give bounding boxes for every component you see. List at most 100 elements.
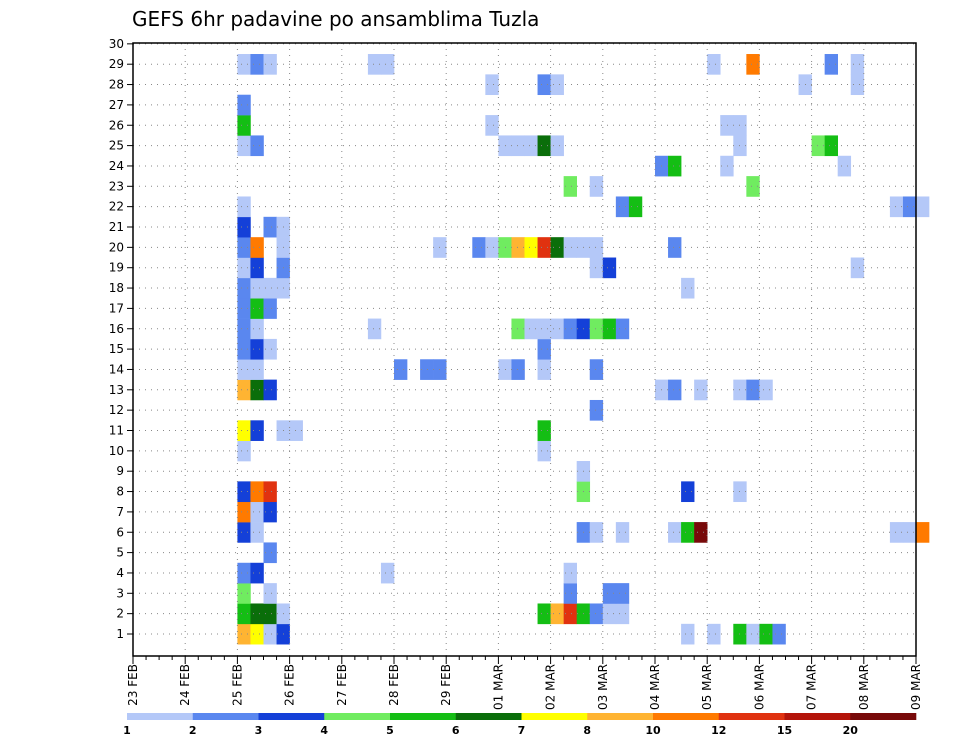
x-tick-label: 06 MAR — [752, 664, 766, 710]
heatmap-cell — [602, 318, 617, 340]
heatmap-cell — [524, 237, 538, 258]
y-tick-label: 23 — [109, 179, 124, 193]
grid-lines — [133, 43, 916, 656]
heatmap-cell — [902, 522, 917, 543]
heatmap-cell — [250, 298, 264, 319]
heatmap-cell — [237, 338, 251, 360]
chart-title: GEFS 6hr padavine po ansamblima Tuzla — [132, 7, 539, 31]
colorbar-segment — [127, 713, 194, 720]
heatmap-cell — [615, 196, 630, 218]
heatmap-cell — [668, 522, 682, 543]
colorbar-segment — [850, 713, 917, 720]
heatmap-cell — [707, 54, 721, 75]
y-tick-label: 6 — [116, 525, 124, 539]
heatmap-cell — [250, 237, 264, 258]
x-tick-label: 07 MAR — [805, 664, 819, 710]
colorbar-label: 2 — [189, 724, 197, 737]
heatmap-cell — [237, 94, 251, 116]
heatmap-cell — [250, 481, 264, 503]
heatmap-cell — [537, 74, 551, 96]
heatmap-cell — [250, 277, 264, 299]
y-tick-label: 21 — [109, 220, 124, 234]
heatmap-cell — [511, 237, 525, 258]
heatmap-cell — [263, 603, 277, 625]
heatmap-cell — [694, 522, 708, 543]
heatmap-cell — [263, 298, 277, 319]
y-tick-label: 15 — [109, 342, 124, 356]
heatmap-cell — [250, 623, 264, 645]
y-tick-label: 10 — [109, 444, 124, 458]
y-tick-label: 8 — [116, 485, 124, 499]
x-tick-label: 28 FEB — [387, 664, 401, 706]
heatmap-cell — [889, 196, 904, 218]
heatmap-cell — [563, 562, 577, 584]
heatmap-cell — [394, 359, 408, 380]
heatmap-cell — [263, 583, 277, 604]
heatmap-cell — [263, 379, 277, 401]
heatmap-cell — [263, 338, 277, 360]
y-tick-label: 20 — [109, 240, 124, 254]
heatmap-cell — [250, 603, 264, 625]
x-tick-label: 26 FEB — [283, 664, 297, 706]
colorbar-label: 10 — [645, 724, 661, 737]
heatmap-cell — [628, 196, 643, 218]
heatmap-cell — [563, 318, 577, 340]
heatmap-cell — [237, 420, 251, 441]
heatmap-cell — [824, 54, 838, 75]
heatmap-cell — [485, 237, 499, 258]
heatmap-cell — [720, 155, 734, 177]
y-tick-label: 3 — [116, 586, 124, 600]
colorbar-segment — [324, 713, 391, 720]
heatmap-cell — [589, 176, 604, 197]
heatmap-cell — [263, 623, 277, 645]
heatmap-cell — [537, 338, 551, 360]
heatmap-cell — [694, 379, 708, 401]
heatmap-cell — [550, 74, 564, 96]
heatmap-cell — [589, 318, 604, 340]
heatmap-cell — [681, 623, 695, 645]
colorbar-segment — [653, 713, 720, 720]
heatmap-cells — [237, 54, 930, 645]
colorbar-legend: 1 2 3 4 5 6 7 8 10 12 15 20 — [123, 713, 917, 737]
heatmap-cell — [237, 359, 251, 380]
heatmap-cell — [537, 420, 551, 441]
heatmap-cell — [250, 318, 264, 340]
heatmap-cell — [850, 54, 865, 75]
heatmap-cell — [537, 359, 551, 380]
heatmap-cell — [250, 420, 264, 441]
heatmap-cell — [550, 318, 564, 340]
heatmap-cell — [289, 420, 303, 441]
colorbar-label: 15 — [777, 724, 792, 737]
heatmap-cell — [759, 379, 773, 401]
heatmap-cell — [380, 54, 395, 75]
y-tick-label: 11 — [109, 424, 124, 438]
heatmap-cell — [563, 603, 577, 625]
x-tick-label: 08 MAR — [857, 664, 871, 710]
heatmap-cell — [237, 501, 251, 523]
heatmap-cell — [889, 522, 904, 543]
heatmap-cell — [746, 176, 760, 197]
heatmap-cell — [615, 522, 630, 543]
heatmap-cell — [237, 318, 251, 340]
heatmap-cell — [263, 501, 277, 523]
heatmap-cell — [250, 562, 264, 584]
heatmap-cell — [615, 318, 630, 340]
colorbar-segment — [455, 713, 522, 720]
y-tick-label: 14 — [109, 362, 124, 376]
y-tick-label: 17 — [109, 301, 124, 315]
x-axis: 23 FEB 24 FEB 25 FEB 26 FEB 27 FEB 28 FEB 29 F… — [126, 656, 923, 710]
y-tick-label: 19 — [109, 261, 124, 275]
heatmap-cell — [746, 623, 760, 645]
heatmap-cell — [237, 440, 251, 462]
x-tick-label: 25 FEB — [230, 664, 244, 706]
heatmap-cell — [250, 379, 264, 401]
heatmap-cell — [668, 237, 682, 258]
heatmap-cell — [237, 522, 251, 543]
heatmap-cell — [537, 318, 551, 340]
heatmap-cell — [263, 481, 277, 503]
heatmap-cell — [367, 318, 382, 340]
heatmap-cell — [250, 522, 264, 543]
colorbar-segment — [390, 713, 457, 720]
heatmap-cell — [367, 54, 382, 75]
